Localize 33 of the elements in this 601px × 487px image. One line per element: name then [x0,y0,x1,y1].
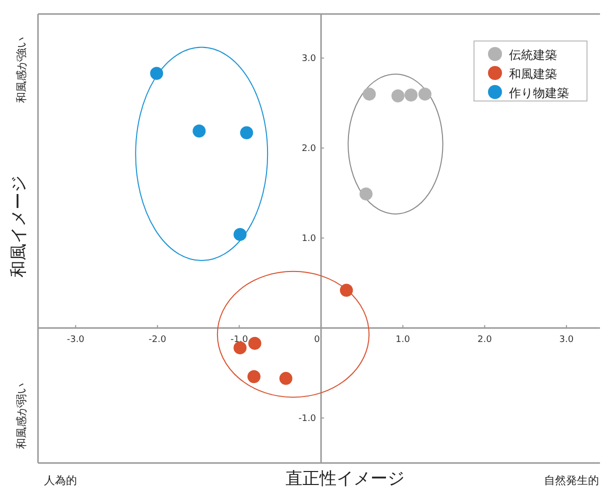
legend-label: 伝統建築 [509,48,557,62]
text: 和風感が強い [15,37,28,103]
point [418,88,432,101]
legend-label: 和風建築 [509,67,557,81]
point [404,88,418,102]
x-tick-label: -1.0 [230,335,248,346]
point [234,228,247,241]
point [391,89,404,102]
y-tick-label: -1.0 [298,414,316,424]
text: 和風感が弱い [15,383,28,449]
x-tick-label: 3.0 [559,335,574,346]
point [279,372,292,385]
y-tick-label: 1.0 [302,234,316,244]
x-tick-label: -3.0 [66,335,85,346]
x-tick-label: 2.0 [477,335,492,346]
y-axis-title: 和風イメージ [9,176,29,278]
point [340,284,353,297]
y-tick-label: 2.0 [302,144,316,154]
point [247,370,260,384]
legend-label: 作り物建築 [508,86,569,100]
text: 自然発生的 [544,474,599,487]
x-tick-label: 0 [314,335,320,346]
y-tick-label: 3.0 [302,54,316,64]
x-tick-label: 1.0 [396,335,410,346]
x-axis-title: 直正性イメージ [286,469,404,487]
point [362,88,376,101]
point [240,126,254,140]
x-tick-label: -2.0 [148,335,166,346]
point [360,187,373,200]
point [248,336,262,350]
text: 人為的 [44,474,77,487]
point [192,124,206,138]
point [150,66,164,80]
